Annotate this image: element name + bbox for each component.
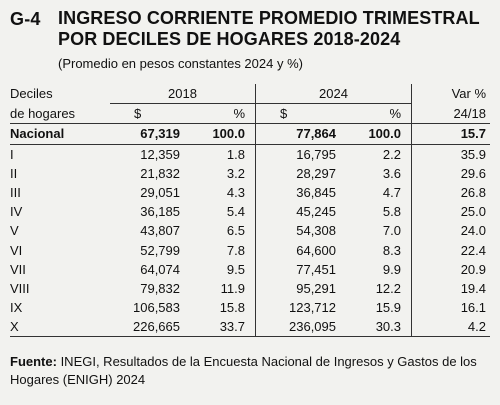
income-2024: 64,600	[255, 240, 336, 260]
table-row: VI 52,799 7.8 64,600 8.3 22.4	[10, 240, 490, 260]
subtitle: (Promedio en pesos constantes 2024 y %)	[58, 56, 303, 71]
col-label-deciles: Deciles	[10, 86, 53, 102]
income-2018: 106,583	[133, 300, 180, 316]
share-2018: 7.8	[226, 242, 245, 258]
variation: 29.6	[411, 163, 490, 183]
table-row: V 43,807 6.5 54,308 7.0 24.0	[10, 221, 490, 241]
var-header: Var %	[411, 84, 490, 104]
income-2018: 67,319	[110, 123, 180, 145]
chart-header: G-4 INGRESO CORRIENTE PROMEDIO TRIMESTRA…	[10, 8, 490, 50]
share-2024: 2.2	[382, 146, 401, 162]
income-2018: 29,051	[140, 185, 180, 201]
income-2024: 54,308	[255, 221, 336, 241]
income-2024: 77,451	[255, 259, 336, 279]
table-row: VIII 79,832 11.9 95,291 12.2 19.4	[10, 278, 490, 299]
share-2024: 5.8	[382, 204, 401, 220]
table-row: IX 106,583 15.8 123,712 15.9 16.1	[10, 298, 490, 318]
table-row: III 29,051 4.3 36,845 4.7 26.8	[10, 182, 490, 203]
variation: 4.2	[411, 317, 490, 338]
table-row: I 12,359 1.8 16,795 2.2 35.9	[10, 144, 490, 164]
variation: 20.9	[411, 259, 490, 279]
variation: 22.4	[411, 240, 490, 260]
decile-label: V	[10, 223, 19, 239]
income-2018: 12,359	[140, 146, 180, 162]
source-note: Fuente: INEGI, Resultados de la Encuesta…	[10, 353, 495, 389]
decile-label: X	[10, 317, 110, 338]
source-label: Fuente:	[10, 354, 57, 369]
page-title: INGRESO CORRIENTE PROMEDIO TRIMESTRAL PO…	[58, 8, 490, 50]
currency-2024-header: $	[255, 103, 336, 125]
header-row-years: Deciles 2018 2024 Var %	[10, 84, 490, 105]
share-2018: 3.2	[226, 165, 245, 181]
share-2018: 15.8	[219, 300, 245, 316]
income-2024: 45,245	[255, 202, 336, 222]
decile-label: VII	[10, 261, 26, 277]
percent-2018-header: %	[180, 103, 256, 125]
title-line-2: POR DECILES DE HOGARES 2018-2024	[58, 29, 401, 49]
decile-label: IV	[10, 204, 23, 220]
share-2018: 33.7	[180, 317, 256, 338]
variation: 35.9	[411, 144, 490, 164]
variation: 24.0	[411, 221, 490, 241]
decile-label: I	[10, 146, 14, 162]
share-2018: 11.9	[220, 280, 245, 296]
income-2024: 77,864	[255, 123, 336, 145]
share-2024: 9.9	[382, 261, 401, 277]
percent-2024-header: %	[336, 103, 412, 125]
title-line-1: INGRESO CORRIENTE PROMEDIO TRIMESTRAL	[58, 8, 480, 28]
share-2018: 1.8	[226, 146, 245, 162]
table-row: VII 64,074 9.5 77,451 9.9 20.9	[10, 259, 490, 279]
header-row-units: de hogares $ % $ % 24/18	[10, 103, 490, 125]
share-2018: 9.5	[226, 261, 245, 277]
table-row-nacional: Nacional 67,319 100.0 77,864 100.0 15.7	[10, 123, 490, 145]
share-2024: 30.3	[336, 317, 412, 338]
decile-label: II	[10, 165, 18, 181]
income-2018: 64,074	[140, 261, 180, 277]
share-2018: 4.3	[226, 185, 245, 201]
year-2018-header: 2018	[110, 84, 256, 105]
income-2024: 36,845	[255, 182, 336, 203]
share-2018: 5.4	[226, 204, 245, 220]
variation: 25.0	[411, 202, 490, 222]
income-2024: 28,297	[255, 163, 336, 183]
income-table: Deciles 2018 2024 Var % de hogares $ % $…	[10, 84, 490, 338]
variation: 19.4	[411, 278, 490, 299]
year-2024-header: 2024	[255, 84, 412, 105]
col-label-hogares: de hogares	[10, 103, 110, 125]
table-row: II 21,832 3.2 28,297 3.6 29.6	[10, 163, 490, 183]
figure-code: G-4	[10, 9, 41, 29]
income-2018: 36,185	[140, 204, 180, 220]
income-2018: 79,832	[140, 280, 180, 296]
income-2018: 226,665	[110, 317, 180, 338]
currency-2018-header: $	[110, 103, 180, 125]
income-2024: 123,712	[255, 298, 336, 318]
table-row: X 226,665 33.7 236,095 30.3 4.2	[10, 317, 490, 338]
variation: 26.8	[411, 182, 490, 203]
share-2018: 6.5	[226, 223, 245, 239]
share-2024: 12.2	[375, 280, 401, 296]
share-2018: 100.0	[180, 123, 256, 145]
income-2024: 95,291	[255, 278, 336, 299]
income-2018: 52,799	[140, 242, 180, 258]
income-2024: 16,795	[255, 144, 336, 164]
decile-label: VI	[10, 242, 23, 258]
decile-label: Nacional	[10, 123, 110, 145]
variation: 15.7	[411, 123, 490, 145]
decile-label: IX	[10, 300, 23, 316]
share-2024: 3.6	[382, 165, 401, 181]
share-2024: 15.9	[375, 300, 401, 316]
var-period-header: 24/18	[411, 103, 490, 125]
source-text: INEGI, Resultados de la Encuesta Naciona…	[10, 354, 477, 387]
income-2018: 21,832	[140, 165, 180, 181]
share-2024: 7.0	[382, 223, 401, 239]
decile-label: VIII	[10, 280, 30, 296]
income-2024: 236,095	[255, 317, 336, 338]
share-2024: 8.3	[382, 242, 401, 258]
decile-label: III	[10, 185, 21, 201]
variation: 16.1	[411, 298, 490, 318]
share-2024: 4.7	[382, 185, 401, 201]
table-row: IV 36,185 5.4 45,245 5.8 25.0	[10, 202, 490, 222]
income-2018: 43,807	[140, 223, 180, 239]
share-2024: 100.0	[336, 123, 412, 145]
